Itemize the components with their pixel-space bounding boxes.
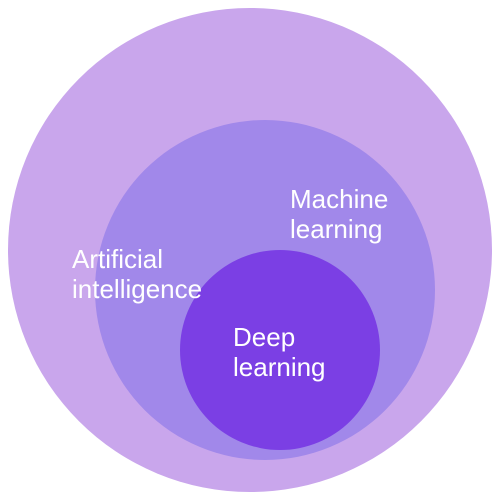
ml-label: Machine learning: [290, 185, 388, 245]
ai-label: Artificial intelligence: [72, 245, 202, 305]
dl-label: Deep learning: [233, 323, 326, 383]
ai-nested-diagram: Artificial intelligence Machine learning…: [0, 0, 500, 500]
